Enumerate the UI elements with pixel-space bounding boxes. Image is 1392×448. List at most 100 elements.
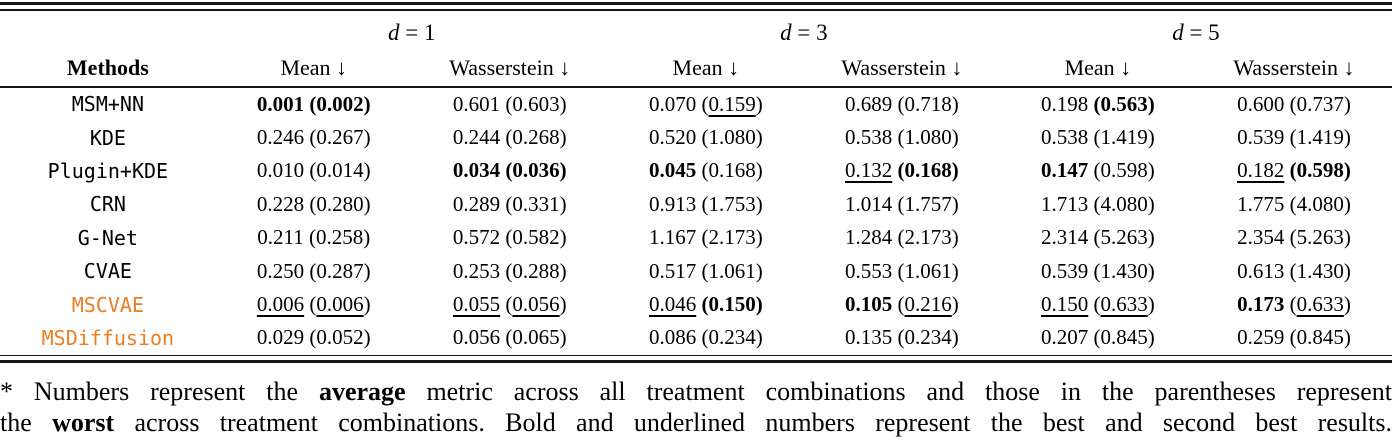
paren-open: ( (1088, 158, 1101, 183)
worst-value: 0.267 (316, 125, 364, 150)
worst-value: 0.014 (316, 158, 364, 183)
average-value: 0.913 (648, 191, 697, 216)
metric-cell: 0.001 (0.002) (216, 87, 412, 121)
paren-close: ) (755, 125, 763, 150)
method-name: KDE (89, 125, 126, 150)
metric-cell: 0.613 (1.430) (1196, 254, 1392, 287)
metric-cell: 0.211 (0.258) (216, 221, 412, 254)
paren-close: ) (1147, 91, 1155, 116)
worst-value: 0.288 (512, 258, 560, 283)
worst-value: 0.737 (1296, 91, 1344, 116)
average-value: 0.228 (256, 191, 305, 216)
paren-close: ) (363, 191, 371, 216)
table-bottom-rule-outer (0, 360, 1392, 364)
worst-value: 0.036 (512, 158, 560, 183)
metric-cell: 0.173 (0.633) (1196, 288, 1392, 321)
group-header-d1: d = 1 (216, 12, 608, 51)
average-value: 0.001 (256, 91, 305, 116)
worst-value: 1.061 (904, 258, 952, 283)
paren-open: ( (500, 125, 513, 150)
metric-cell: 0.538 (1.419) (1000, 121, 1196, 154)
dimension-header-row: d = 1 d = 3 d = 5 (0, 12, 1392, 51)
average-value: 0.689 (844, 91, 893, 116)
paren-close: ) (559, 258, 567, 283)
footnote-bold-term: average (318, 377, 406, 407)
table-row: G-Net 0.211 (0.258) 0.572 (0.582) 1.167 (2.… (0, 221, 1392, 254)
worst-value: 0.002 (316, 91, 364, 116)
paren-close: ) (1343, 292, 1351, 317)
paren-close: ) (559, 225, 567, 250)
paren-open: ( (304, 258, 317, 283)
metric-cell: 0.070 (0.159) (608, 87, 804, 121)
metric-cell: 0.135 (0.234) (804, 321, 1000, 354)
footnote-line-1: * Numbers represent the average metric a… (0, 376, 1392, 407)
paper-table-figure: d = 1 d = 3 d = 5 Methods Mean ↓ Wassers… (0, 2, 1392, 438)
paren-open: ( (1284, 292, 1297, 317)
average-value: 0.259 (1237, 325, 1285, 350)
metric-cell: 0.913 (1.753) (608, 188, 804, 221)
table-footnote: * Numbers represent the average metric a… (0, 376, 1392, 438)
paren-open: ( (696, 225, 709, 250)
paren-close: ) (1147, 158, 1155, 183)
methods-column-header: Methods (66, 55, 149, 80)
metric-cell: 1.713 (4.080) (1000, 188, 1196, 221)
worst-value: 0.845 (1100, 325, 1148, 350)
worst-value: 0.845 (1296, 325, 1344, 350)
group-header-d3: d = 3 (608, 12, 1000, 51)
average-value: 0.600 (1237, 91, 1285, 116)
metric-cell: 0.289 (0.331) (412, 188, 608, 221)
worst-value: 4.080 (1100, 191, 1148, 216)
metric-cell: 0.046 (0.150) (608, 288, 804, 321)
worst-value: 0.168 (904, 158, 952, 183)
paren-open: ( (304, 292, 317, 317)
average-value: 1.713 (1041, 191, 1089, 216)
method-name: MSCVAE (71, 292, 144, 317)
average-value: 0.034 (452, 158, 501, 183)
worst-value: 0.633 (1100, 292, 1148, 317)
metric-cell: 0.517 (1.061) (608, 254, 804, 287)
table-top-rule-inner (0, 9, 1392, 11)
metric-cell: 1.284 (2.173) (804, 221, 1000, 254)
group-header-d5: d = 5 (1000, 12, 1392, 51)
worst-value: 0.563 (1100, 91, 1148, 116)
metric-cell: 0.010 (0.014) (216, 154, 412, 187)
worst-value: 0.598 (1100, 158, 1148, 183)
paren-close: ) (363, 125, 371, 150)
table-row: Plugin+KDE 0.010 (0.014) 0.034 (0.036) 0.04… (0, 154, 1392, 187)
metric-header-mean-d3: Mean ↓ (672, 55, 740, 80)
method-name: Plugin+KDE (47, 158, 169, 183)
paren-open: ( (1088, 325, 1101, 350)
empty-corner-cell (0, 12, 216, 51)
paren-open: ( (500, 225, 513, 250)
metric-cell: 0.147 (0.598) (1000, 154, 1196, 187)
average-value: 0.046 (648, 292, 697, 317)
paren-open: ( (1284, 258, 1297, 283)
paren-open: ( (892, 325, 905, 350)
average-value: 0.147 (1041, 158, 1089, 183)
paren-open: ( (303, 225, 316, 250)
average-value: 0.539 (1237, 125, 1285, 150)
average-value: 0.045 (648, 158, 697, 183)
average-value: 0.198 (1041, 91, 1089, 116)
average-value: 0.132 (844, 158, 893, 183)
paren-open: ( (1284, 158, 1297, 183)
worst-value: 0.150 (708, 292, 756, 317)
worst-value: 0.280 (316, 191, 364, 216)
paren-open: ( (892, 125, 905, 150)
paren-open: ( (1088, 91, 1101, 116)
paren-close: ) (559, 91, 567, 116)
paren-close: ) (1343, 125, 1351, 150)
math-variable: d (1172, 19, 1184, 45)
average-value: 0.246 (256, 125, 305, 150)
metric-cell: 0.601 (0.603) (412, 87, 608, 121)
method-name: MSDiffusion (41, 325, 175, 350)
metric-cell: 0.520 (1.080) (608, 121, 804, 154)
method-name: CVAE (83, 259, 132, 284)
average-value: 2.354 (1237, 225, 1285, 250)
metric-header-wasserstein-d5: Wasserstein ↓ (1233, 55, 1355, 80)
metric-cell: 0.538 (1.080) (804, 121, 1000, 154)
average-value: 2.314 (1041, 225, 1089, 250)
paren-close: ) (1343, 91, 1351, 116)
worst-value: 1.419 (1296, 125, 1344, 150)
paren-close: ) (363, 158, 371, 183)
